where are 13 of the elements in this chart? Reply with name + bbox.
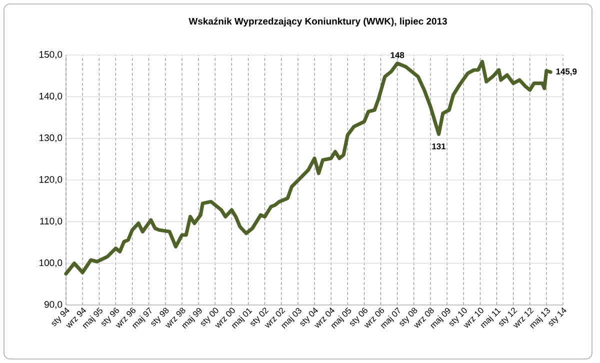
- line-series: [64, 60, 552, 276]
- y-tick-label: 100,0: [40, 259, 62, 268]
- y-tick-label: 110,0: [40, 218, 62, 226]
- y-tick-label: 130,0: [40, 134, 62, 142]
- x-tick-label: sty 14: [548, 307, 566, 326]
- annotation: 148: [390, 52, 404, 58]
- chart-title: Wskaźnik Wyprzedzający Koniunktury (WWK), lipiec 2013: [188, 18, 447, 26]
- y-tick-label: 150,0: [40, 51, 62, 59]
- annotation: 131: [432, 143, 446, 150]
- y-tick-label: 90,0: [44, 301, 62, 309]
- y-tick-label: 120,0: [40, 176, 62, 184]
- annotation: 145,9: [556, 68, 577, 76]
- y-tick-label: 140,0: [40, 92, 62, 101]
